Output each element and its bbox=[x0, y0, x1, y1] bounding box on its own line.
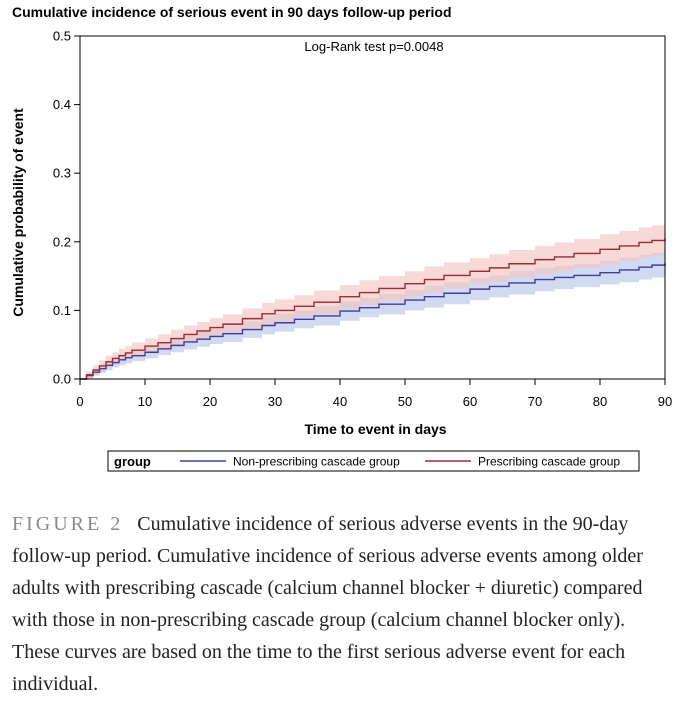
plot-frame bbox=[79, 35, 666, 380]
legend-label-prescribing: Prescribing cascade group bbox=[478, 455, 620, 469]
legend: group Non-prescribing cascade group Presc… bbox=[107, 450, 640, 472]
x-tick-label: 70 bbox=[528, 394, 542, 409]
legend-label-non-prescribing: Non-prescribing cascade group bbox=[233, 455, 400, 469]
legend-title: group bbox=[114, 454, 151, 469]
figure-caption: FIGURE 2 Cumulative incidence of serious … bbox=[12, 508, 664, 700]
km-chart: 0.0 0.1 0.2 0.3 0.4 0.5 0 10 20 30 40 50 60 70 80 90 L… bbox=[10, 29, 672, 472]
y-tick-label: 0.0 bbox=[53, 372, 71, 387]
confidence-bands bbox=[80, 223, 665, 379]
y-tick-label: 0.2 bbox=[53, 234, 71, 249]
ci-band-non-prescribing bbox=[80, 250, 665, 379]
logrank-annotation: Log-Rank test p=0.0048 bbox=[304, 39, 443, 54]
y-tick-label: 0.1 bbox=[53, 303, 71, 318]
x-tick-label: 0 bbox=[76, 394, 83, 409]
x-tick-label: 50 bbox=[398, 394, 412, 409]
x-tick-label: 40 bbox=[333, 394, 347, 409]
series-line-prescribing bbox=[80, 238, 666, 380]
y-tick-label: 0.3 bbox=[53, 166, 71, 181]
series-lines bbox=[80, 238, 666, 380]
y-axis-label: Cumulative probability of event bbox=[10, 108, 26, 317]
x-tick-label: 20 bbox=[203, 394, 217, 409]
x-tick-label: 80 bbox=[593, 394, 607, 409]
x-tick-label: 90 bbox=[658, 394, 672, 409]
ci-band-prescribing bbox=[80, 223, 665, 379]
legend-box bbox=[107, 450, 640, 472]
x-axis-label: Time to event in days bbox=[304, 421, 446, 437]
x-tick-label: 30 bbox=[268, 394, 282, 409]
x-tick-label: 60 bbox=[463, 394, 477, 409]
y-axis: 0.0 0.1 0.2 0.3 0.4 0.5 bbox=[53, 29, 80, 387]
figure-label: FIGURE 2 bbox=[12, 513, 124, 535]
x-axis: 0 10 20 30 40 50 60 70 80 90 bbox=[76, 379, 672, 409]
caption-text: Cumulative incidence of serious adverse … bbox=[12, 513, 643, 695]
y-tick-label: 0.4 bbox=[53, 97, 71, 112]
chart-title: Cumulative incidence of serious event in… bbox=[12, 4, 452, 20]
series-line-non-prescribing bbox=[80, 263, 666, 380]
x-tick-label: 10 bbox=[138, 394, 152, 409]
y-tick-label: 0.5 bbox=[53, 29, 71, 44]
